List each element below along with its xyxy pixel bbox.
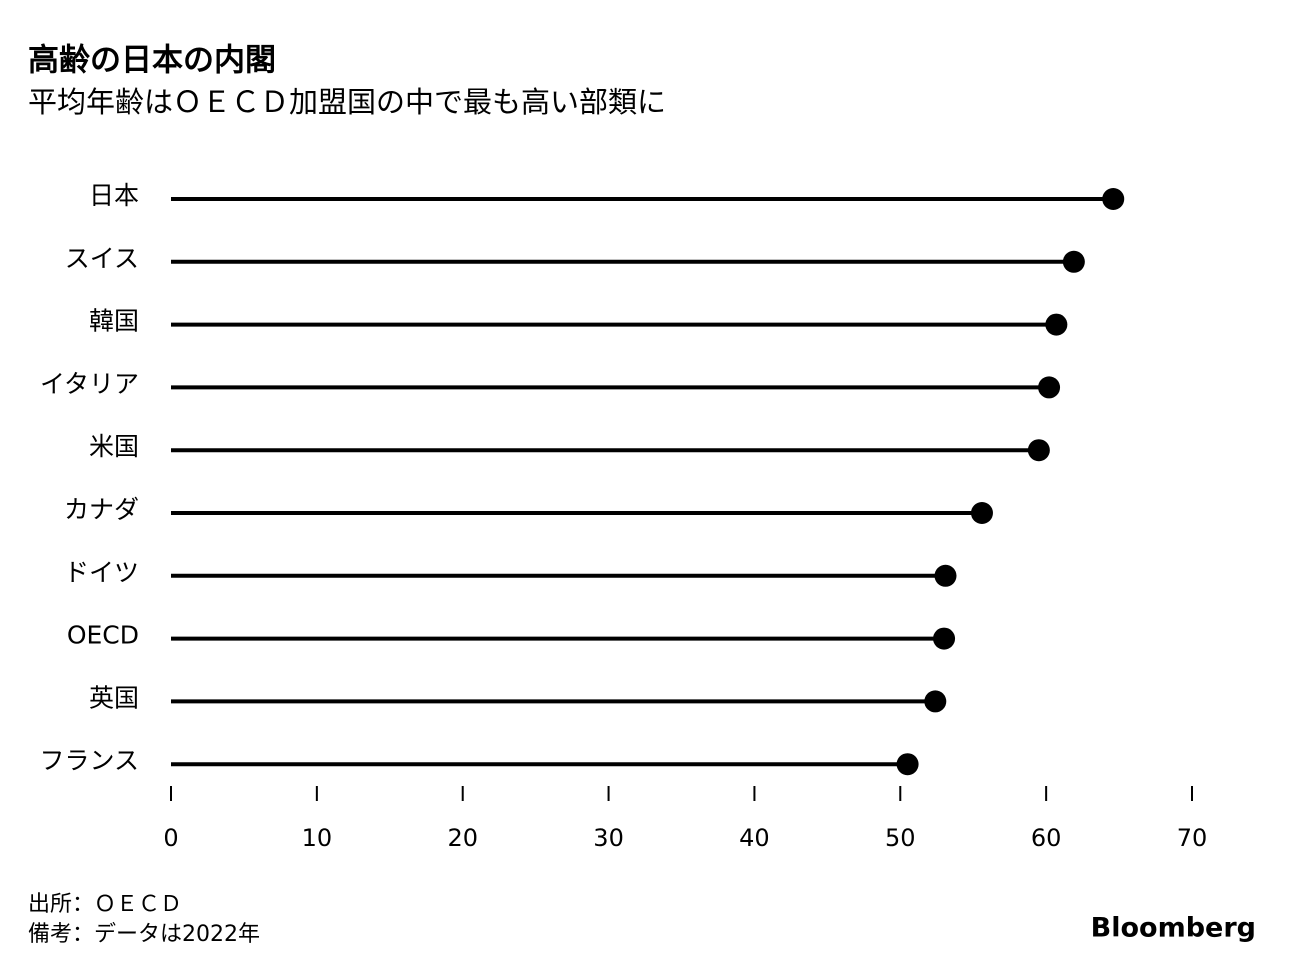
chart-title: 高齢の日本の内閣	[28, 43, 276, 79]
y-tick-label: 日本	[89, 181, 139, 210]
chart-subtitle: 平均年齢はＯＥＣＤ加盟国の中で最も高い部類に	[28, 85, 666, 119]
x-tick-label: 40	[739, 824, 770, 852]
x-tick-label: 50	[885, 824, 916, 852]
y-tick-label: スイス	[65, 244, 139, 273]
x-tick-label: 30	[593, 824, 624, 852]
y-tick-label: OECD	[67, 621, 139, 650]
y-tick-label: フランス	[39, 746, 139, 775]
lollipop-dot	[933, 627, 956, 650]
brand-logo: Bloomberg	[1091, 913, 1256, 944]
lollipop-dot	[934, 564, 957, 587]
x-tick-label: 0	[163, 824, 178, 852]
lollipop-dot	[1045, 313, 1068, 336]
y-tick-label: カナダ	[64, 495, 139, 524]
y-tick-label: 韓国	[89, 307, 139, 336]
source-note: 出所：ＯＥＣＤ	[28, 892, 182, 917]
x-tick-label: 70	[1177, 824, 1208, 852]
y-tick-label: 英国	[89, 683, 139, 712]
y-tick-label: ドイツ	[64, 558, 139, 587]
lollipop-dot	[1038, 376, 1061, 399]
x-tick-label: 20	[447, 824, 478, 852]
lollipop-dot	[1062, 250, 1085, 273]
footnote: 備考：データは2022年	[28, 922, 260, 947]
y-tick-label: イタリア	[40, 369, 139, 398]
x-tick-label: 60	[1031, 824, 1062, 852]
x-tick-label: 10	[302, 824, 333, 852]
lollipop-dot	[1027, 439, 1050, 462]
lollipop-dot	[1102, 188, 1125, 210]
lollipop-dot	[924, 690, 947, 713]
lollipop-dot	[970, 502, 993, 524]
lollipop-dot	[896, 753, 919, 776]
y-tick-label: 米国	[89, 432, 139, 461]
